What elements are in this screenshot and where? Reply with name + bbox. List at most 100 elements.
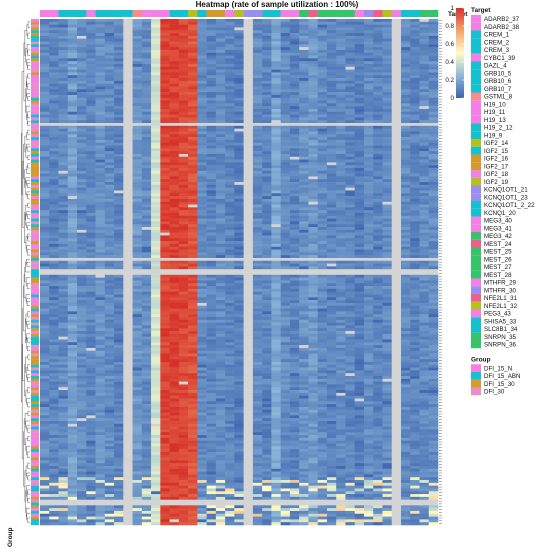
heatmap-cell <box>215 156 226 160</box>
heatmap-cell <box>178 83 189 87</box>
heatmap-cell <box>95 212 106 217</box>
heatmap-cell <box>419 241 430 245</box>
heatmap-cell <box>317 280 328 284</box>
heatmap-cell <box>114 190 124 194</box>
heatmap-cell <box>428 148 439 152</box>
heatmap-cell <box>215 44 226 48</box>
heatmap-cell <box>197 294 207 298</box>
heatmap-cell <box>77 145 87 149</box>
heatmap-cell <box>262 86 272 90</box>
heatmap-cell <box>58 108 69 113</box>
heatmap-cell <box>428 145 439 149</box>
heatmap-cell <box>234 145 244 149</box>
heatmap-cell <box>308 38 318 42</box>
heatmap-cell <box>326 221 337 225</box>
heatmap-cell <box>345 229 355 233</box>
heatmap-cell <box>262 184 272 188</box>
heatmap-cell <box>363 243 374 247</box>
heatmap-cell <box>188 193 198 197</box>
heatmap-cell <box>280 137 291 141</box>
heatmap-cell <box>141 193 152 197</box>
heatmap-cell <box>391 193 402 197</box>
heatmap-cell <box>160 238 170 242</box>
heatmap-cell <box>289 49 300 54</box>
heatmap-cell <box>151 224 161 228</box>
heatmap-cell <box>363 167 374 172</box>
heatmap-cell <box>104 246 115 250</box>
heatmap-cell <box>382 44 393 48</box>
heatmap-cell <box>86 291 96 295</box>
heatmap-cell <box>317 35 328 39</box>
heatmap-cell <box>354 83 365 87</box>
heatmap-cell <box>280 35 291 39</box>
heatmap-cell <box>40 167 50 172</box>
heatmap-cell <box>132 187 143 191</box>
heatmap-cell <box>419 44 430 48</box>
heatmap-cell <box>160 33 170 37</box>
heatmap-cell <box>225 41 235 45</box>
heatmap-cell <box>317 134 328 138</box>
heatmap-cell <box>410 153 420 158</box>
heatmap-cell <box>215 142 226 146</box>
heatmap-cell <box>345 55 355 59</box>
heatmap-cell <box>104 184 115 188</box>
heatmap-cell <box>95 249 106 253</box>
heatmap-cell <box>326 72 337 76</box>
heatmap-cell <box>271 263 281 267</box>
heatmap-cell <box>308 94 318 99</box>
heatmap-cell <box>95 89 106 93</box>
heatmap-cell <box>345 238 355 242</box>
heatmap-cell <box>252 165 263 169</box>
heatmap-cell <box>40 61 50 65</box>
heatmap-cell <box>234 288 244 292</box>
heatmap-cell <box>49 257 59 262</box>
heatmap-cell <box>336 165 346 169</box>
heatmap-cell <box>271 283 281 287</box>
heatmap-cell <box>271 49 281 54</box>
heatmap-cell <box>132 156 143 160</box>
heatmap-cell <box>104 120 115 124</box>
heatmap-cell <box>123 274 133 278</box>
heatmap-cell <box>95 241 106 245</box>
heatmap-cell <box>169 156 180 160</box>
heatmap-cell <box>391 151 402 155</box>
heatmap-cell <box>225 148 235 152</box>
heatmap-cell <box>49 288 59 292</box>
heatmap-cell <box>77 86 87 90</box>
heatmap-cell <box>262 210 272 214</box>
heatmap-cell <box>400 94 411 99</box>
heatmap-cell <box>289 263 300 267</box>
heatmap-cell <box>123 227 133 231</box>
heatmap-cell <box>326 128 337 132</box>
heatmap-cell <box>308 252 318 256</box>
heatmap-cell <box>151 269 161 273</box>
heatmap-cell <box>252 106 263 110</box>
heatmap-cell <box>67 235 78 239</box>
heatmap-cell <box>197 238 207 242</box>
group-strip-cell <box>31 38 39 42</box>
heatmap-cell <box>86 266 96 270</box>
heatmap-cell <box>363 266 374 270</box>
heatmap-cell <box>215 159 226 163</box>
heatmap-cell <box>289 218 300 222</box>
heatmap-cell <box>391 221 402 225</box>
heatmap-cell <box>317 156 328 160</box>
heatmap-cell <box>400 173 411 177</box>
heatmap-cell <box>400 117 411 121</box>
heatmap-cell <box>169 255 180 259</box>
heatmap-cell <box>206 33 217 37</box>
heatmap-cell <box>86 80 96 84</box>
heatmap-cell <box>280 196 291 200</box>
heatmap-cell <box>58 182 69 186</box>
heatmap-cell <box>363 92 374 96</box>
heatmap-cell <box>299 75 309 79</box>
heatmap-cell <box>95 182 106 186</box>
heatmap-cell <box>391 255 402 259</box>
heatmap-cell <box>326 297 337 301</box>
heatmap-cell <box>151 69 161 73</box>
heatmap-cell <box>141 134 152 138</box>
heatmap-cell <box>345 255 355 259</box>
heatmap-cell <box>299 280 309 284</box>
heatmap-cell <box>104 63 115 68</box>
group-strip-cell <box>31 35 39 39</box>
